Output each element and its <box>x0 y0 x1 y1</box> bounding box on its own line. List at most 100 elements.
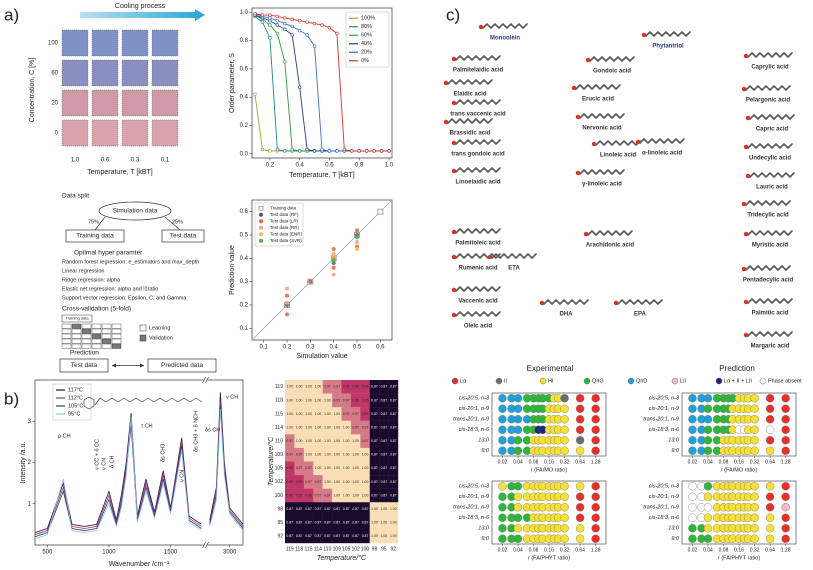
molecule <box>579 168 625 176</box>
heat-cell <box>294 529 305 544</box>
cell-label: 1.00 <box>352 453 359 457</box>
point <box>387 149 391 153</box>
point <box>331 258 336 263</box>
phase-dot <box>560 394 569 403</box>
phase-dot <box>781 446 790 455</box>
heat-cell <box>369 393 380 408</box>
y-tick-label: 1 <box>28 501 32 507</box>
molecule-head <box>641 32 647 38</box>
legend-swatch <box>259 219 263 224</box>
peak-annotation: ν CH <box>226 394 238 400</box>
legend-label: 60% <box>361 33 372 39</box>
phase-dot <box>591 534 600 543</box>
cell-label: 1.00 <box>352 439 359 443</box>
molecule <box>455 138 501 146</box>
x-axis-label: Wavenumber /cm⁻¹ <box>109 561 170 568</box>
x-tick-label: 100 <box>361 546 370 552</box>
heat-cell <box>294 393 305 408</box>
cell-label: 1.00 <box>324 398 331 402</box>
cell-label: 0.87 <box>371 398 378 402</box>
cell-label: 0.87 <box>324 534 331 538</box>
plot-frame <box>491 392 607 457</box>
cell-label: 1.00 <box>286 385 293 389</box>
molecule-head <box>575 170 581 176</box>
point <box>275 147 280 152</box>
heat-cell <box>369 488 380 503</box>
y-tick-label: 105 <box>275 466 284 472</box>
legend-label: 100% <box>361 16 375 22</box>
heat-cell <box>341 434 352 449</box>
x-tick-label: 0.3 <box>306 345 315 351</box>
phase-dot <box>560 425 569 434</box>
heat-cell <box>285 515 295 530</box>
x-tick-label: 1.28 <box>591 459 601 465</box>
cell-label: 0.87 <box>381 466 388 470</box>
heat-cell <box>360 502 370 517</box>
phase-dot <box>688 425 697 434</box>
y-tick-label: 0.2 <box>240 303 249 309</box>
cell-label: 0.87 <box>352 521 359 525</box>
y-tick-label: 0.5 <box>240 233 249 239</box>
phase-dot <box>688 404 697 413</box>
cell-label: 1.00 <box>371 534 378 538</box>
heat-cell <box>313 420 323 435</box>
phase-dot <box>591 436 600 445</box>
point <box>290 17 294 22</box>
cell-label: 0.87 <box>343 534 350 538</box>
cell-label: 0.87 <box>333 521 340 525</box>
x-tick-label: 0.4 <box>329 345 338 351</box>
cv-cell <box>111 328 122 334</box>
heat-cell <box>332 515 342 530</box>
heat-cell <box>313 502 323 517</box>
heat-cell <box>379 502 389 517</box>
phase-dot <box>575 404 585 413</box>
heat-cell <box>313 447 323 462</box>
legend-label: HI <box>548 378 554 384</box>
cell-label: 0.95 <box>296 493 303 497</box>
phase-dot <box>591 415 600 424</box>
point <box>312 149 317 153</box>
phase-dot <box>688 503 697 512</box>
box <box>147 358 217 373</box>
phase-dot <box>575 394 585 403</box>
molecule-name: γ-linoleic acid <box>582 182 622 188</box>
x-axis-label: Simulation value <box>296 353 347 360</box>
y-tick-label: 0.3 <box>240 279 249 285</box>
cell-label: 1.00 <box>324 439 331 443</box>
molecule-name: Palmitelaidic acid <box>453 68 504 74</box>
y-tick-label: 0.8 <box>240 38 249 44</box>
heat-cell <box>360 434 370 449</box>
phase-dot <box>513 404 523 413</box>
x-tick-label: 0.32 <box>750 459 760 465</box>
molecule <box>617 298 663 306</box>
heat-cell <box>322 475 333 489</box>
y-tick-label: 2 <box>28 460 32 466</box>
x-tick-label: 1.28 <box>591 547 601 553</box>
heat-cell <box>332 380 342 394</box>
point <box>327 26 332 30</box>
hyper-item: Random forest regression: e_estimators a… <box>62 259 199 265</box>
heat-cell <box>332 502 342 517</box>
heat-cell <box>285 380 295 394</box>
column-title: Prediction <box>719 364 755 373</box>
cv-cell <box>91 328 102 334</box>
heat-cell <box>285 488 295 503</box>
legend-swatch <box>258 205 264 211</box>
heat-cell <box>388 393 399 408</box>
molecule-name: Pelargonic acid <box>746 98 791 104</box>
row-label: 9:0 <box>481 536 490 542</box>
legend-label: 95°C <box>68 411 80 417</box>
x-tick-label: 0.08 <box>719 547 729 553</box>
molecule <box>447 117 493 125</box>
row-label: trans-20:1, n-9 <box>453 505 489 511</box>
phase-dot <box>703 425 713 434</box>
row-label: trans-20:1, n-9 <box>643 417 679 423</box>
hyper-title: Optimal hyper paramter <box>74 250 143 257</box>
heat-cell <box>341 380 352 394</box>
snapshot <box>151 89 179 117</box>
train-box: Training data <box>76 233 114 240</box>
cell-label: 1.00 <box>324 453 331 457</box>
phase-dot <box>750 482 759 491</box>
heat-cell <box>303 502 314 517</box>
molecule-name: Nervonic acid <box>582 126 622 132</box>
